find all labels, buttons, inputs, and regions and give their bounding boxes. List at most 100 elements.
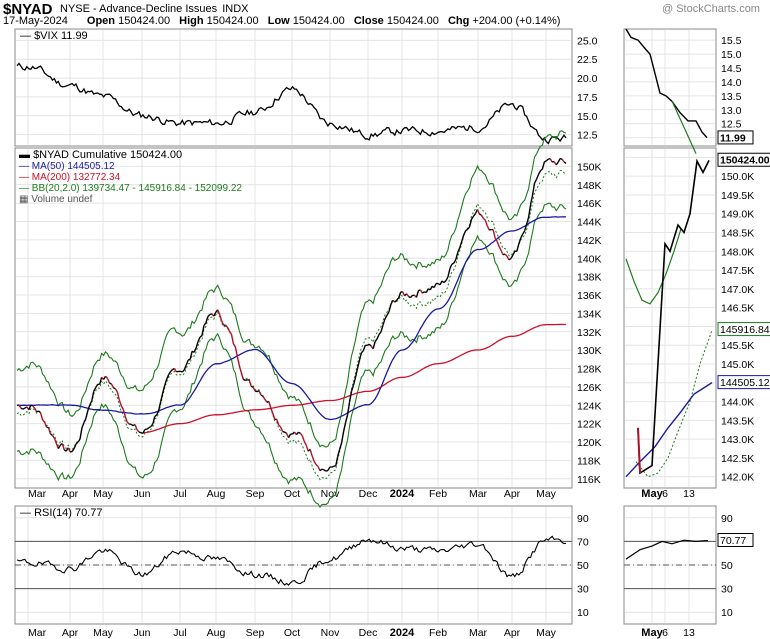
price-segment — [245, 379, 248, 382]
price-segment — [93, 387, 97, 392]
price-segment — [118, 399, 122, 407]
price-segment — [480, 214, 484, 219]
chg-value: +204.00 (+0.14%) — [472, 15, 561, 27]
xtick-main-8: Nov — [321, 488, 340, 500]
open-label: Open — [86, 15, 116, 27]
price-segment — [270, 407, 274, 414]
zoom-xtick-main-0: May — [641, 488, 663, 500]
price-segment — [468, 218, 473, 228]
xtick-rsi-10: 2024 — [390, 627, 415, 639]
price-segment — [424, 291, 427, 294]
xtick-rsi-4: Jul — [173, 627, 186, 639]
price-segment — [236, 356, 241, 366]
vix-last-badge: 11.99 — [717, 130, 754, 145]
zoom-main-ytick-8: 146.5K — [721, 303, 754, 315]
price-segment — [443, 280, 447, 284]
zoom-bb-middle-line — [635, 330, 713, 478]
zoom-main-ytick-1: 150.0K — [721, 171, 754, 183]
zoom-vix-ytick-5: 13.0 — [721, 105, 742, 117]
price-segment — [81, 422, 85, 429]
price-segment — [89, 400, 93, 406]
high-value: 150424.00 — [206, 15, 259, 27]
bb-upper-line — [16, 130, 567, 448]
price-segment — [489, 228, 492, 231]
price-segment — [205, 316, 209, 323]
zoom-xtick-main-2: 13 — [683, 488, 695, 500]
price-segment — [276, 419, 280, 426]
price-segment — [441, 280, 445, 284]
price-segment — [130, 423, 134, 427]
symbol-name: NYSE - Advance-Decline Issues — [60, 3, 218, 15]
xtick-main-1: Apr — [62, 488, 79, 500]
price-segment — [98, 377, 103, 385]
rsi-legend: — RSI(14) 70.77 — [20, 507, 103, 519]
price-segment — [213, 312, 217, 317]
price-segment — [545, 158, 549, 162]
price-segment — [228, 330, 233, 335]
main-ytick-16: 118K — [577, 455, 601, 467]
ma50-badge-text: 144505.12 — [720, 377, 770, 389]
zoom-xtick-rsi-2: 13 — [683, 627, 695, 639]
price-segment — [461, 234, 465, 242]
price-segment — [539, 168, 543, 172]
price-segment — [42, 419, 46, 423]
price-segment — [230, 334, 235, 345]
zoom-xtick-main-1: 6 — [662, 488, 668, 500]
price-segment — [520, 233, 524, 239]
price-segment — [67, 447, 71, 453]
price-segment — [467, 226, 471, 230]
price-segment — [203, 322, 207, 327]
price-segment — [79, 427, 83, 440]
price-segment — [183, 364, 187, 371]
price-segment — [242, 378, 246, 382]
price-segment — [299, 432, 303, 437]
price-segment — [150, 423, 154, 428]
price-segment — [185, 359, 189, 366]
xtick-main-13: Apr — [504, 488, 521, 500]
price-segment — [482, 217, 486, 221]
xtick-rsi-9: Dec — [359, 627, 378, 639]
zoom-vix-ytick-4: 13.5 — [721, 91, 742, 103]
price-segment — [433, 283, 437, 288]
price-segment — [39, 412, 44, 421]
zoom-vix-ytick-1: 15.0 — [721, 49, 742, 61]
price-segment — [232, 343, 237, 348]
price-segment — [32, 405, 36, 409]
legend-ma200-text: MA(200) 132772.34 — [31, 172, 121, 183]
price-segment — [136, 429, 140, 433]
close-label: Close — [353, 15, 384, 27]
price-segment — [484, 220, 488, 227]
main-legend: ▬ $NYAD Cumulative 150424.00 — MA(50) 14… — [19, 149, 242, 205]
price-segment — [557, 158, 561, 163]
xtick-main-10: 2024 — [390, 488, 415, 500]
price-segment — [85, 410, 89, 419]
main-ytick-5: 140K — [577, 253, 602, 265]
panel-frames — [14, 28, 717, 625]
price-segment — [43, 421, 48, 428]
price-segment — [254, 390, 258, 393]
zoom-rsi-ytick-0: 90 — [721, 513, 733, 525]
price-segment — [492, 229, 496, 239]
price-segment — [356, 360, 361, 369]
price-segment — [486, 225, 490, 231]
legend-ma50: — MA(50) 144505.12 — [19, 161, 242, 172]
xtick-main-11: Feb — [429, 488, 447, 500]
price-segment — [113, 387, 116, 390]
price-segment — [50, 433, 53, 436]
price-segment — [159, 393, 164, 402]
price-segment — [459, 241, 463, 248]
price-segment — [195, 341, 199, 349]
rsi-line — [16, 535, 567, 586]
xtick-rsi-1: Apr — [62, 627, 79, 639]
price-segment — [449, 263, 453, 269]
price-segment — [531, 183, 536, 196]
price-segment — [342, 422, 347, 432]
vix-ytick-1: 22.5 — [577, 54, 598, 66]
price-segment — [278, 424, 282, 428]
price-segment — [315, 464, 319, 468]
legend-ma200: — MA(200) 132772.34 — [19, 172, 242, 183]
legend-bb: — BB(20,2.0) 139734.47 - 145916.84 - 152… — [19, 183, 242, 194]
price-segment — [498, 246, 502, 251]
price-segment — [470, 215, 475, 220]
zoom-rsi-ytick-4: 10 — [721, 607, 733, 619]
